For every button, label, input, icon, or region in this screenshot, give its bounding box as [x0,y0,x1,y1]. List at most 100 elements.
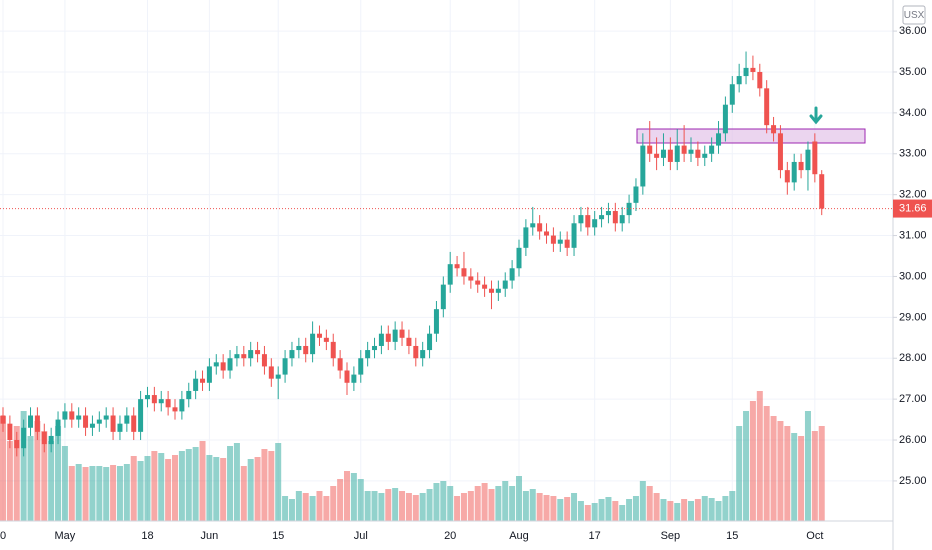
candle-body [784,170,790,183]
candle-body [172,407,178,412]
volume-bar [103,467,110,521]
volume-bar [137,461,144,521]
candle-body [550,235,556,244]
candle-body [702,153,708,158]
resistance-zone [636,128,866,144]
volume-bar [240,466,247,521]
volume-bar [536,493,543,521]
volume-bar [213,457,220,521]
volume-bar [48,441,55,521]
candle-body [667,149,673,162]
volume-bar [557,499,564,521]
candle-body [365,350,371,359]
volume-bar [261,449,268,521]
y-tick-label: 27.00 [899,393,927,405]
candle-body [427,333,433,351]
candle-body [764,88,770,126]
volume-bar [454,496,461,521]
candle-body [103,415,109,420]
x-tick-label: 20 [444,530,456,542]
volume-bar [605,497,612,521]
candles [0,51,893,457]
volume-bar [337,479,344,521]
candle-body [62,411,68,420]
volume-bar [756,391,763,521]
volume-bar [502,481,509,521]
volume-bar [110,465,117,521]
volume-bar [55,426,62,521]
candle-body [750,67,756,72]
volume-bar [674,503,681,521]
volume-bar [350,473,357,521]
candle-body [220,362,226,371]
y-tick-label: 30.00 [899,270,927,282]
candle-body [323,337,329,342]
x-tick-label: 18 [141,530,153,542]
volume-bar [116,466,123,521]
candle-body [722,104,728,134]
volume-bar [412,495,419,521]
candle-body [777,133,783,171]
volume-bar [288,499,295,521]
candle-body [124,415,130,424]
volume-bar [151,451,158,521]
volume-bar [309,496,316,521]
candle-body [406,337,412,346]
volume-bar [123,464,130,521]
volume-bar [20,411,27,521]
volume-bar [13,426,20,521]
volume-bar [784,426,791,521]
volume-bar [344,471,350,521]
candle-body [21,427,27,449]
x-tick-label: Aug [509,530,529,542]
volume-bar [41,431,48,521]
x-tick-label: 15 [272,530,284,542]
y-tick-label: 26.00 [899,434,927,446]
candle-body [89,423,95,428]
candle-body [468,276,474,281]
candle-body [372,345,378,351]
candle-body [83,415,89,428]
volume-bar [660,499,667,521]
candle-body [151,395,157,404]
volume-bar [749,401,756,521]
volume-bar [89,466,96,521]
candle-body [275,374,281,379]
volume-pane [0,391,825,521]
candle-body [96,419,102,424]
volume-bar [227,446,234,521]
x-tick-label: Jul [354,530,368,542]
candle-body [530,223,536,228]
candle-body [592,219,598,228]
candle-body [310,333,316,355]
candle-body [117,423,123,432]
volume-bar [6,441,13,521]
volume-bar [598,499,605,521]
volume-bar [798,436,805,521]
candle-body [812,141,818,175]
candle-body [482,284,488,289]
candle-body [516,247,522,269]
candle-body [660,149,666,158]
volume-bar [688,501,694,521]
volume-bar [529,489,536,521]
candle-body [495,288,501,293]
volume-bar [378,493,385,521]
candle-body [261,354,267,367]
candle-body [578,215,584,224]
candle-body [771,125,777,134]
candle-body [626,202,632,216]
volume-bar [481,483,488,521]
x-tick-label: May [55,530,76,542]
candle-body [819,174,825,209]
volume-bar [185,449,192,521]
candle-body [138,399,144,432]
volume-bar [96,466,103,521]
volume-bar [571,493,578,521]
volume-bar [385,489,392,521]
candle-body [564,239,570,248]
candle-body [605,211,611,216]
candle-body [729,84,735,105]
candle-body [612,211,618,224]
